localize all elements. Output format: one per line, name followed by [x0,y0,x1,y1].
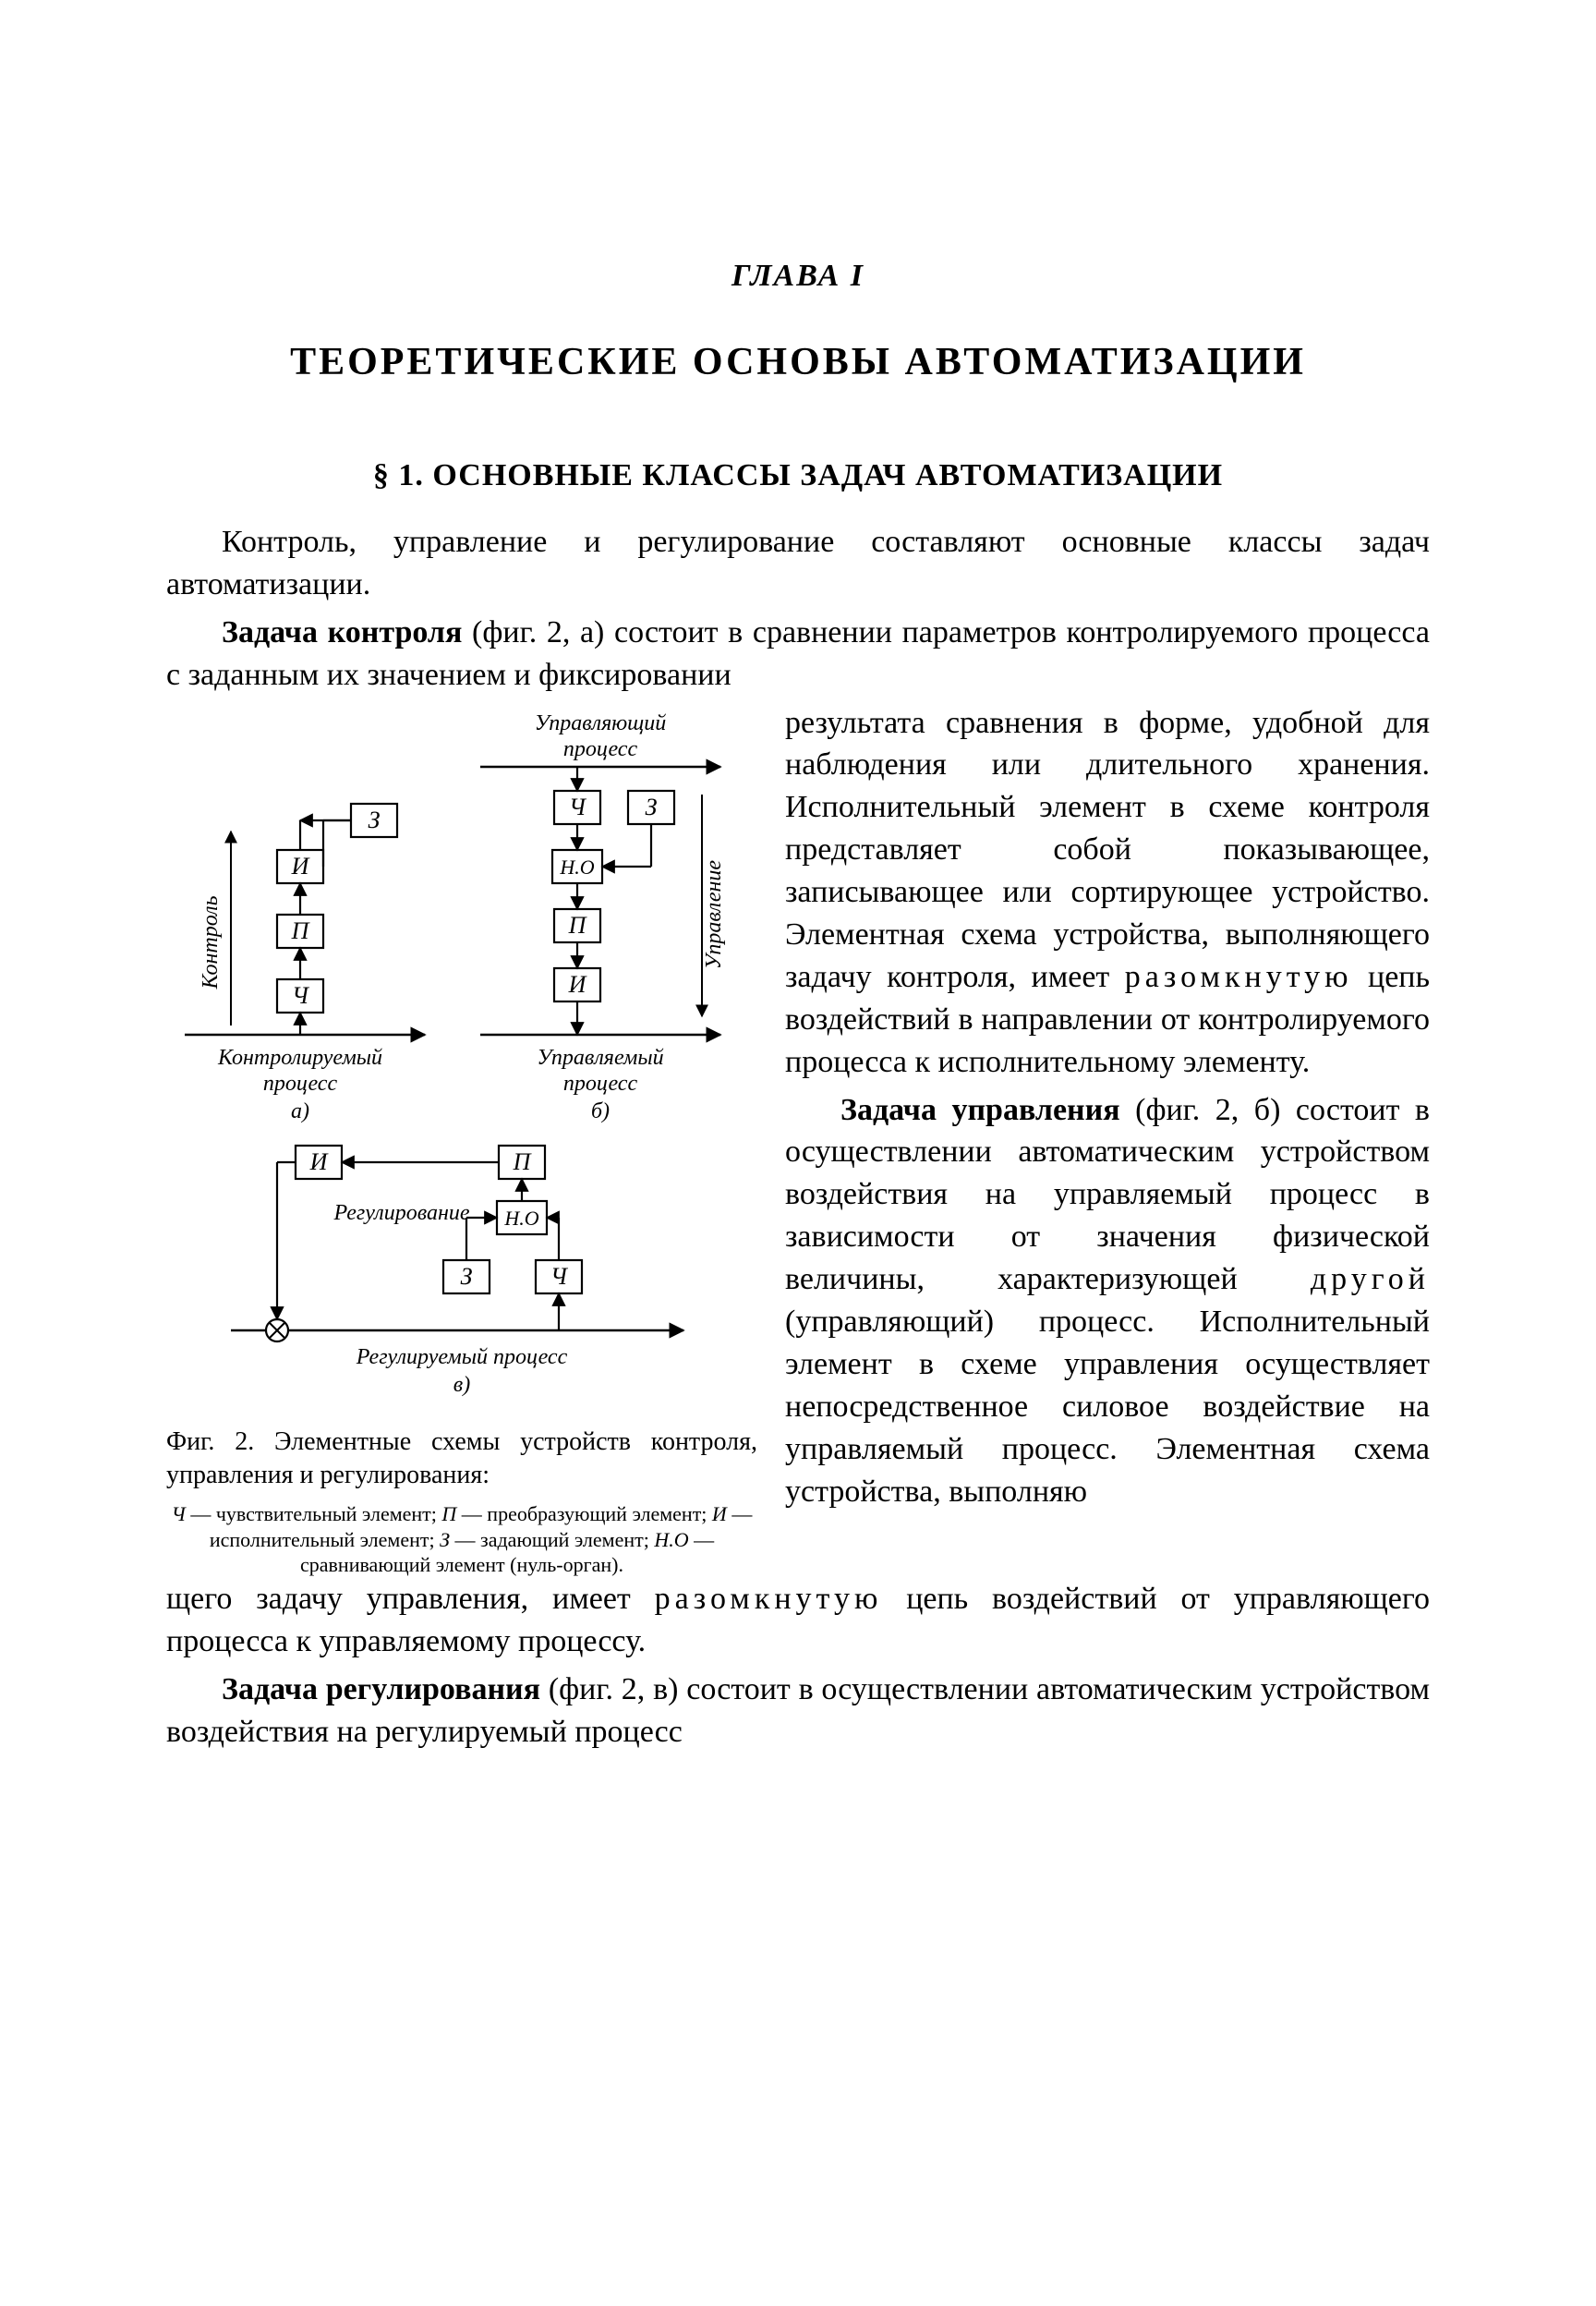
figure-2: Ч П И З [166,702,757,1578]
box-c-ch: Ч [550,1263,569,1290]
box-b-p: П [568,912,588,939]
box-a-ch: Ч [292,982,310,1009]
figure-2-svg: Ч П И З [166,702,757,1404]
box-b-no: Н.О [559,856,594,879]
label-bot-b3: б) [591,1099,610,1123]
figure-column: Ч П И З [166,702,757,1578]
right1-a: результата сравнения в форме, удобной дл… [785,706,1430,994]
paragraph-intro: Контроль, управление и регулирование сос… [166,521,1430,606]
figure-caption: Фиг. 2. Элементные схемы устройств контр… [166,1426,757,1493]
right2-b: (управляю­щий) процесс. Исполнительный э… [785,1305,1430,1509]
box-c-z: З [461,1263,473,1290]
section-title: § 1. ОСНОВНЫЕ КЛАССЫ ЗАДАЧ АВТОМАТИЗАЦИИ [166,458,1430,493]
lead-regulation: Задача регулирования [222,1672,540,1706]
page: ГЛАВА I ТЕОРЕТИЧЕСКИЕ ОСНОВЫ АВТОМАТИЗАЦ… [0,0,1596,2306]
label-side-a: Контроль [199,895,223,989]
label-bot-b2: процесс [563,1072,638,1096]
paragraph-right-2: Задача управления (фиг. 2, б) состоит в … [785,1089,1430,1513]
box-b-z: З [646,794,658,820]
box-a-i: И [291,853,310,880]
right1-spaced: разомкнутую [1125,960,1353,994]
right2-spaced: другой [1311,1262,1430,1296]
lead-control: Задача контроля [222,615,462,649]
label-bot-a2: процесс [263,1072,338,1096]
after1-a: щего задачу управления, имеет [166,1582,655,1616]
label-bot-a1: Контролируемый [217,1046,382,1070]
label-bot-c1: Регулируемый процесс [356,1345,568,1369]
box-c-i: И [309,1148,329,1175]
label-bot-c2: в) [453,1373,470,1397]
box-a-p: П [291,917,311,944]
two-column-block: Ч П И З [166,702,1430,1578]
label-bot-a3: а) [291,1099,309,1123]
wrap-text-column: результата сравнения в форме, удобной дл… [785,702,1430,1578]
paragraph-right-1: результата сравнения в форме, удобной дл… [785,702,1430,1084]
paragraph-after-1: щего задачу управления, имеет разомкнуту… [166,1578,1430,1663]
paragraph-control: Задача контроля (фиг. 2, а) состоит в ср… [166,612,1430,697]
box-a-z: З [369,807,381,833]
box-c-no: Н.О [503,1207,538,1230]
box-b-ch: Ч [569,794,587,820]
after1-spaced: разомкнутую [655,1582,883,1616]
box-b-i: И [568,971,587,998]
label-top-b2: процесс [563,737,638,761]
lead-management: Задача управления [840,1093,1120,1127]
label-top-b1: Управляющий [535,711,667,735]
label-side-b: Управление [702,859,726,969]
chapter-label: ГЛАВА I [166,259,1430,294]
label-bot-b1: Управляемый [537,1046,663,1070]
box-c-p: П [513,1148,533,1175]
label-mid-c: Регулирование [332,1201,469,1225]
figure-legend: Ч — чувствительный элемент; П — преобраз… [166,1501,757,1578]
paragraph-regulation: Задача регулирования (фиг. 2, в) состоит… [166,1669,1430,1754]
chapter-title: ТЕОРЕТИЧЕСКИЕ ОСНОВЫ АВТОМАТИЗАЦИИ [166,340,1430,384]
